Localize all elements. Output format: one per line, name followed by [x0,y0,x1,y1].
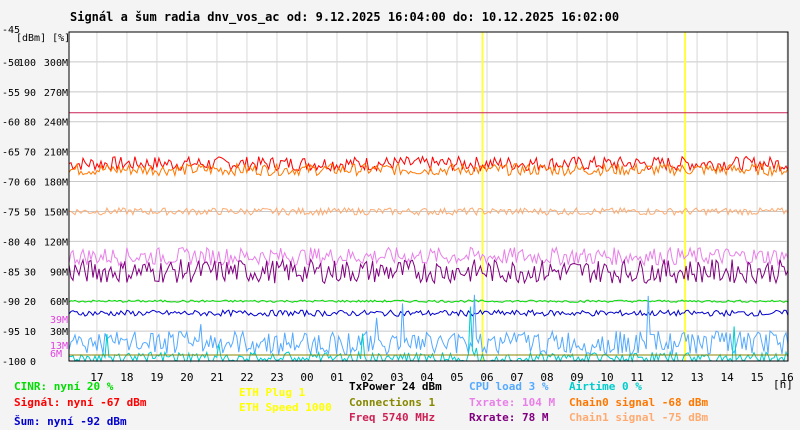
small-rate-label: 39M [50,315,68,326]
y-tick-dbm: -60 [2,118,20,129]
x-tick-label: 04 [420,371,434,384]
series-line [68,206,789,217]
x-tick-label: 05 [450,371,463,384]
x-tick-label: 17 [90,371,103,384]
x-axis-unit: [h] [773,378,793,391]
legend-chain1: Chain1 signal -75 dBm [569,411,709,424]
y-tick-pct: 100 [18,58,36,69]
y-tick-dbm: -100 [2,357,26,368]
y-tick-pct: 50 [24,207,36,218]
small-rate-label: 13M [50,341,68,352]
y-tick-dbm: -70 [2,178,20,189]
legend-txpower: TxPower 24 dBm [349,380,442,393]
small-rate-label: 6M [50,349,62,360]
x-tick-label: 11 [630,371,643,384]
y-tick-dbm: -90 [2,297,20,308]
x-tick-label: 06 [480,371,493,384]
x-tick-label: 13 [690,371,703,384]
y-tick-dbm: -85 [2,267,20,278]
x-tick-label: 19 [150,371,163,384]
x-tick-label: 21 [210,371,223,384]
y-axis-unit: [dBm] [%] [16,33,70,44]
legend-eth-speed: ETH Speed 1000 [239,401,332,414]
y-tick-dbm: -80 [2,237,20,248]
plot-background [69,32,788,361]
series-line [68,299,789,303]
y-tick-rate: 30M [50,327,68,338]
legend-txrate: Txrate: 104 M [469,396,556,409]
y-tick-rate: 150M [44,207,68,218]
x-tick-label: 16 [780,371,793,384]
x-tick-label: 09 [570,371,583,384]
y-tick-rate: 270M [44,88,68,99]
y-tick-rate: 240M [44,118,68,129]
y-tick-pct: 90 [24,88,36,99]
series-line [68,245,789,267]
series-line [68,257,789,285]
x-tick-label: 02 [360,371,373,384]
plot-frame [68,31,789,362]
x-tick-label: 08 [540,371,553,384]
legend-sum: Šum: nyní -92 dBm [14,415,127,428]
y-tick-dbm: -95 [2,327,20,338]
y-tick-rate: 210M [44,148,68,159]
x-tick-label: 23 [270,371,283,384]
y-tick-dbm: -45 [2,25,20,36]
marker-lines [481,32,687,361]
series-layer [68,112,789,363]
y-tick-pct: 20 [24,297,36,308]
x-tick-label: 18 [120,371,133,384]
legend-rxrate: Rxrate: 78 M [469,411,549,424]
y-tick-pct: 80 [24,118,36,129]
series-line [68,162,789,178]
x-tick-label: 22 [240,371,253,384]
y-tick-dbm: -75 [2,207,20,218]
y-tick-dbm: -50 [2,58,20,69]
x-tick-label: 07 [510,371,523,384]
x-tick-label: 14 [720,371,734,384]
x-tick-label: 15 [750,371,763,384]
y-tick-rate: 90M [50,267,68,278]
y-tick-pct: 60 [24,178,36,189]
x-tick-label: 00 [300,371,313,384]
y-tick-pct: 10 [24,327,36,338]
y-tick-rate: 60M [50,297,68,308]
x-tick-label: 01 [330,371,343,384]
legend-cinr: CINR: nyní 20 % [14,380,114,393]
y-tick-rate: 300M [44,58,68,69]
x-tick-label: 10 [600,371,613,384]
y-tick-pct: 30 [24,267,36,278]
y-tick-dbm: -65 [2,148,20,159]
legend-eth-plug: ETH Plug 1 [239,386,306,399]
legend-freq: Freq 5740 MHz [349,411,436,424]
x-tick-label: 03 [390,371,403,384]
y-tick-pct: 70 [24,148,36,159]
legend-connections: Connections 1 [349,396,436,409]
series-line [68,294,789,356]
x-tick-label: 12 [660,371,673,384]
legend-chain0: Chain0 signal -68 dBm [569,396,709,409]
y-tick-pct: 40 [24,237,36,248]
y-tick-rate: 120M [44,237,68,248]
y-tick-pct: 0 [30,357,36,368]
legend-signal: Signál: nyní -67 dBm [14,396,147,409]
y-tick-dbm: -55 [2,88,20,99]
legend-airtime: Airtime 0 % [569,380,642,393]
chart-title: Signál a šum radia dnv_vos_ac od: 9.12.2… [70,10,620,24]
y-tick-rate: 180M [44,178,68,189]
series-line [68,309,789,318]
x-tick-label: 20 [180,371,193,384]
series-line [68,155,789,173]
legend-cpu: CPU load 3 % [469,380,549,393]
x-axis-labels: 17 18 19 20 21 22 23 00 01 02 03 04 05 06 07 08 09 10 11 12… [90,371,793,384]
